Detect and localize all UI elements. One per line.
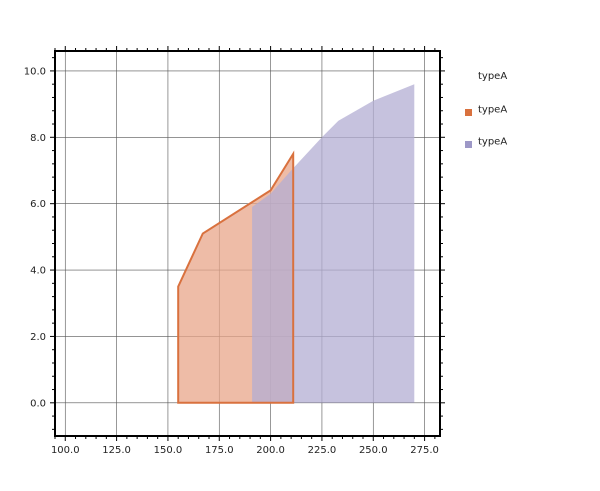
y-tick-label: 10.0	[24, 66, 46, 77]
legend-swatch-0	[465, 109, 472, 116]
x-tick-label: 100.0	[51, 445, 80, 456]
x-tick-label: 200.0	[256, 445, 285, 456]
legend-label-0: typeA	[478, 105, 507, 116]
x-tick-label: 175.0	[205, 445, 234, 456]
series-outline-0	[177, 150, 295, 404]
y-tick-label: 2.0	[30, 332, 46, 343]
x-tick-label: 275.0	[410, 445, 439, 456]
y-tick-label: 0.0	[30, 398, 46, 409]
y-tick-label: 4.0	[30, 266, 46, 277]
y-tick-label: 6.0	[30, 199, 46, 210]
x-tick-label: 125.0	[102, 445, 131, 456]
series-layer	[177, 84, 415, 404]
legend: typeA typeA typeA	[465, 71, 507, 148]
y-tick-label: 8.0	[30, 133, 46, 144]
legend-swatch-1	[465, 141, 472, 148]
legend-label-1: typeA	[478, 137, 507, 148]
legend-title: typeA	[478, 71, 507, 82]
series-area-1	[252, 84, 415, 403]
x-tick-label: 250.0	[359, 445, 388, 456]
x-tick-label: 150.0	[154, 445, 183, 456]
axes: 100.0 125.0 150.0 175.0 200.0 225.0 250.0 275.0…	[24, 46, 445, 456]
x-tick-label: 225.0	[308, 445, 337, 456]
